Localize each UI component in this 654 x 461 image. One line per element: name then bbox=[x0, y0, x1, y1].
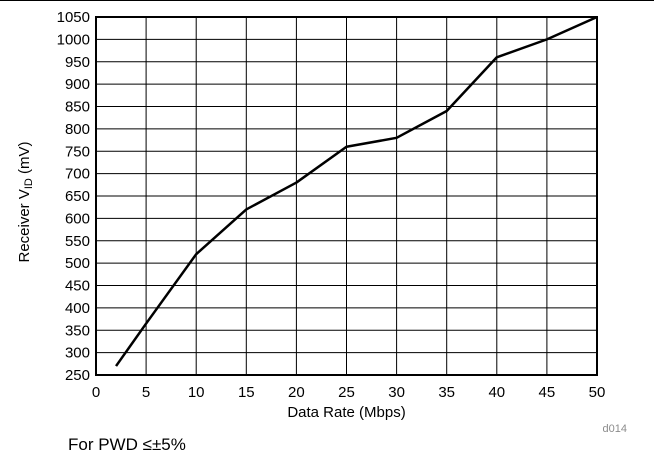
x-tick-label: 30 bbox=[388, 384, 405, 401]
x-tick-label: 35 bbox=[438, 384, 455, 401]
y-tick-label: 550 bbox=[65, 233, 90, 250]
x-tick-label: 25 bbox=[338, 384, 355, 401]
top-rule bbox=[0, 0, 654, 1]
y-tick-label: 400 bbox=[65, 300, 90, 317]
y-tick-label: 450 bbox=[65, 278, 90, 295]
y-tick-label: 750 bbox=[65, 143, 90, 160]
x-tick-label: 10 bbox=[188, 384, 205, 401]
x-tick-label: 15 bbox=[238, 384, 255, 401]
x-axis-title: Data Rate (Mbps) bbox=[287, 404, 405, 421]
x-tick-label: 5 bbox=[142, 384, 150, 401]
x-tick-label: 50 bbox=[589, 384, 606, 401]
y-tick-label: 950 bbox=[65, 54, 90, 71]
y-tick-label: 350 bbox=[65, 322, 90, 339]
y-tick-label: 250 bbox=[65, 367, 90, 384]
y-tick-label: 850 bbox=[65, 99, 90, 116]
series-line bbox=[115, 15, 598, 367]
y-tick-label: 700 bbox=[65, 166, 90, 183]
x-tick-label: 40 bbox=[488, 384, 505, 401]
plot-frame bbox=[95, 16, 598, 376]
x-tick-label: 45 bbox=[539, 384, 556, 401]
figure-code-label: d014 bbox=[603, 423, 627, 435]
y-axis-title: Receiver VID (mV) bbox=[16, 141, 35, 262]
x-tick-label: 20 bbox=[288, 384, 305, 401]
y-tick-label: 650 bbox=[65, 188, 90, 205]
y-tick-label: 300 bbox=[65, 345, 90, 362]
y-tick-label: 500 bbox=[65, 255, 90, 272]
y-tick-label: 1000 bbox=[57, 31, 90, 48]
footnote: For PWD ≤±5% bbox=[68, 435, 186, 454]
y-tick-label: 600 bbox=[65, 210, 90, 227]
x-tick-label: 0 bbox=[92, 384, 100, 401]
y-tick-label: 900 bbox=[65, 76, 90, 93]
y-tick-label: 1050 bbox=[57, 9, 90, 26]
y-tick-label: 800 bbox=[65, 121, 90, 138]
